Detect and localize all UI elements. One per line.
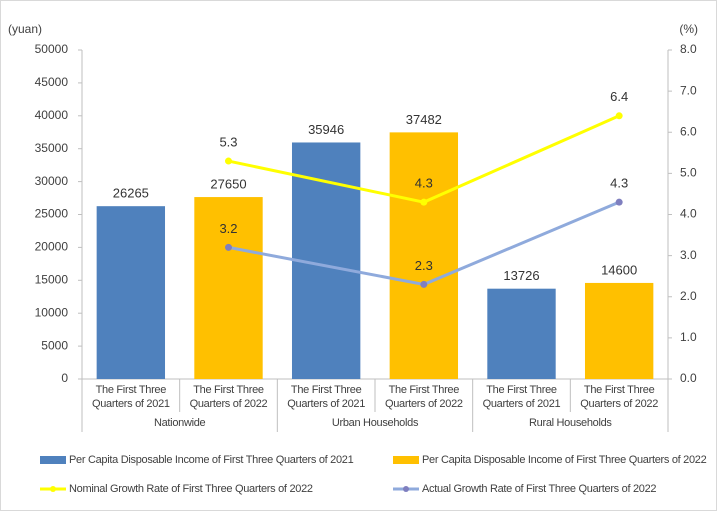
- line-value-label: 4.3: [415, 176, 433, 191]
- line-value-label: 6.4: [610, 89, 628, 104]
- y2-tick-label: 8.0: [680, 42, 697, 56]
- bar: [584, 282, 654, 379]
- line-marker: [420, 280, 428, 288]
- y-tick-label: 0: [61, 371, 68, 385]
- subcategory-label-box: The First Three Quarters of 2022: [580, 384, 659, 410]
- bar-value-label: 13726: [503, 268, 539, 283]
- y-tick-label: 5000: [41, 338, 68, 352]
- legend-label: Per Capita Disposable Income of First Th…: [422, 454, 707, 466]
- y2-axis-label: (%): [679, 22, 698, 36]
- line-value-label: 2.3: [415, 258, 433, 273]
- bar: [487, 288, 556, 379]
- bar-value-label: 27650: [210, 177, 246, 192]
- subcategory-label: The First Three Quarters of 2021: [482, 384, 561, 410]
- y-tick-label: 45000: [35, 75, 69, 89]
- y-tick-label: 30000: [35, 174, 69, 188]
- y2-tick-label: 5.0: [680, 166, 697, 180]
- subcategory-label-box: The First Three Quarters of 2021: [91, 384, 170, 410]
- subcategory-label: The First Three Quarters of 2022: [189, 384, 268, 410]
- bar-value-label: 14600: [601, 262, 637, 277]
- bar-value-label: 37482: [406, 112, 442, 127]
- subcategory-label-box: The First Three Quarters of 2022: [384, 384, 463, 410]
- y-tick-label: 10000: [35, 305, 69, 319]
- line-value-label: 4.3: [610, 176, 628, 191]
- y2-tick-label: 0.0: [680, 371, 697, 385]
- subcategory-label: The First Three Quarters of 2021: [287, 384, 366, 410]
- y-tick-label: 25000: [35, 207, 69, 221]
- y2-tick-label: 2.0: [680, 289, 697, 303]
- bar-value-label: 26265: [113, 186, 149, 201]
- y2-tick-label: 4.0: [680, 207, 697, 221]
- subcategory-label: The First Three Quarters of 2022: [580, 384, 659, 410]
- y-axis-label: (yuan): [8, 22, 42, 36]
- line-marker: [615, 198, 623, 206]
- bar: [389, 132, 459, 379]
- bar: [194, 197, 263, 379]
- legend-marker: [50, 486, 56, 492]
- line-value-label: 3.2: [219, 221, 237, 236]
- category-label: Nationwide: [154, 417, 206, 429]
- y-tick-label: 15000: [35, 272, 69, 286]
- legend-label: Actual Growth Rate of First Three Quarte…: [422, 483, 656, 495]
- subcategory-label-box: The First Three Quarters of 2022: [189, 384, 268, 410]
- y2-tick-label: 3.0: [680, 248, 697, 262]
- line-value-label: 5.3: [219, 134, 237, 149]
- subcategory-label: The First Three Quarters of 2022: [384, 384, 463, 410]
- bar-value-label: 35946: [308, 122, 344, 137]
- y-tick-label: 20000: [35, 240, 69, 254]
- subcategory-label: The First Three Quarters of 2021: [91, 384, 170, 410]
- legend-swatch: [40, 456, 66, 464]
- y2-tick-label: 1.0: [680, 330, 697, 344]
- bar: [96, 206, 166, 379]
- line-marker: [225, 243, 232, 251]
- category-label: Urban Households: [332, 417, 419, 429]
- legend-marker: [403, 486, 409, 492]
- legend-label: Nominal Growth Rate of First Three Quart…: [69, 483, 313, 495]
- legend-swatch: [393, 456, 419, 464]
- y-tick-label: 50000: [35, 42, 69, 56]
- y2-tick-label: 7.0: [680, 83, 697, 97]
- line-marker: [225, 157, 232, 165]
- y2-tick-label: 6.0: [680, 124, 697, 138]
- y-tick-label: 35000: [35, 141, 69, 155]
- category-label: Rural Households: [529, 417, 612, 429]
- subcategory-label-box: The First Three Quarters of 2021: [287, 384, 366, 410]
- line-marker: [615, 112, 623, 120]
- y-tick-label: 40000: [35, 108, 69, 122]
- legend-label: Per Capita Disposable Income of First Th…: [69, 454, 354, 466]
- line-marker: [420, 198, 428, 206]
- subcategory-label-box: The First Three Quarters of 2021: [482, 384, 561, 410]
